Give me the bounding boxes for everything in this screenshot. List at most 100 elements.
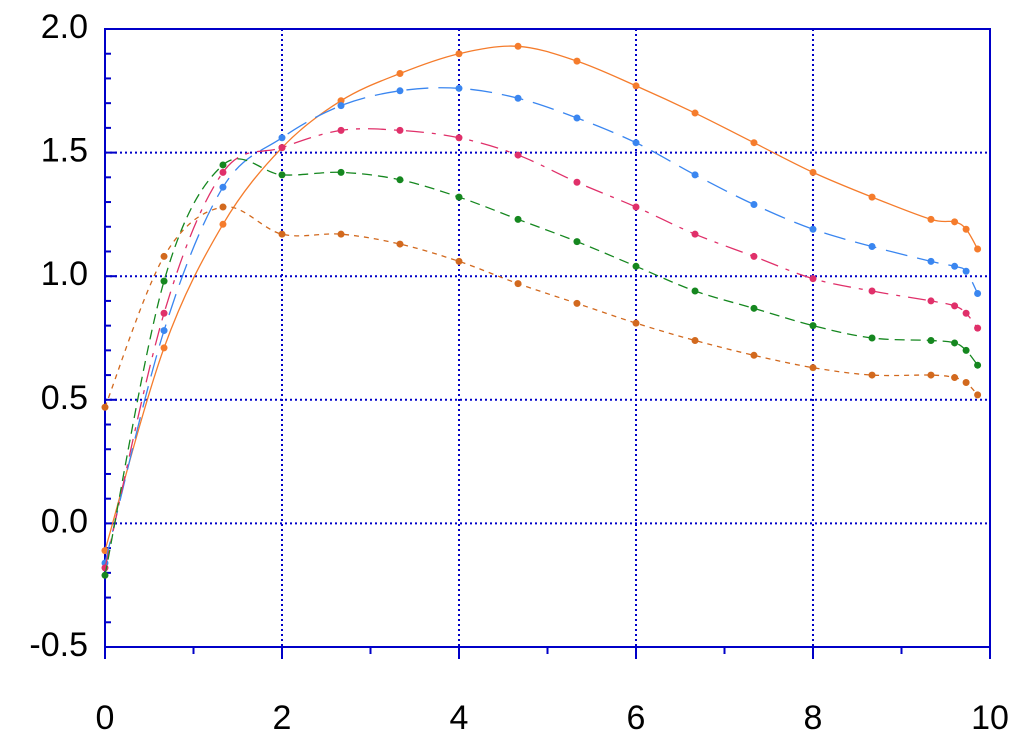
y-tick-label: 2.0 <box>41 8 88 46</box>
data-point <box>951 218 959 226</box>
data-point <box>514 215 522 223</box>
data-point <box>160 252 168 260</box>
data-point <box>951 374 959 382</box>
data-point <box>573 57 581 65</box>
data-point <box>219 203 227 211</box>
data-point <box>927 215 935 223</box>
data-point <box>396 69 404 77</box>
data-point <box>160 277 168 285</box>
data-point <box>951 339 959 347</box>
data-point <box>396 240 404 248</box>
y-tick-label: 1.0 <box>41 255 88 293</box>
data-point <box>927 371 935 379</box>
x-tick-label: 2 <box>273 699 292 737</box>
data-point <box>868 334 876 342</box>
data-point <box>632 319 640 327</box>
data-point <box>337 230 345 238</box>
data-point <box>219 168 227 176</box>
data-point <box>219 183 227 191</box>
data-point <box>573 238 581 246</box>
y-tick-label: -0.5 <box>29 626 88 664</box>
data-point <box>455 84 463 92</box>
data-point <box>573 114 581 122</box>
data-point <box>101 564 109 572</box>
x-tick-label: 8 <box>804 699 823 737</box>
data-point <box>455 257 463 265</box>
data-point <box>160 327 168 335</box>
data-point <box>278 171 286 179</box>
data-point <box>160 344 168 352</box>
data-point <box>691 109 699 117</box>
data-point <box>514 94 522 102</box>
data-point <box>278 230 286 238</box>
data-point <box>691 287 699 295</box>
data-point <box>868 371 876 379</box>
data-point <box>691 336 699 344</box>
data-point <box>514 151 522 159</box>
data-point <box>962 225 970 233</box>
data-point <box>809 168 817 176</box>
data-point <box>750 351 758 359</box>
y-tick-label: 1.5 <box>41 132 88 170</box>
data-point <box>750 252 758 260</box>
data-point <box>337 97 345 105</box>
data-point <box>396 126 404 134</box>
data-point <box>868 193 876 201</box>
data-point <box>101 403 109 411</box>
x-tick-label: 0 <box>96 699 115 737</box>
data-point <box>514 280 522 288</box>
data-point <box>219 220 227 228</box>
x-tick-label: 10 <box>971 699 1009 737</box>
series-line <box>104 45 979 551</box>
data-point <box>974 324 982 332</box>
data-point <box>278 144 286 152</box>
data-point <box>962 309 970 317</box>
data-point <box>809 364 817 372</box>
data-point <box>868 243 876 251</box>
plot-frame <box>104 28 991 648</box>
series-line <box>104 158 979 576</box>
data-point <box>455 193 463 201</box>
data-point <box>514 42 522 50</box>
data-point <box>750 201 758 209</box>
data-point <box>951 302 959 310</box>
series-line <box>104 206 979 408</box>
data-point <box>974 361 982 369</box>
data-point <box>974 290 982 298</box>
data-point <box>809 225 817 233</box>
data-point <box>809 322 817 330</box>
data-point <box>927 297 935 305</box>
data-point <box>951 262 959 270</box>
series-line <box>104 128 979 569</box>
data-point <box>101 571 109 579</box>
data-point <box>160 309 168 317</box>
data-point <box>962 267 970 275</box>
data-point <box>101 547 109 555</box>
data-point <box>750 139 758 147</box>
data-point <box>632 262 640 270</box>
data-point <box>337 168 345 176</box>
data-point <box>219 161 227 169</box>
x-tick-label: 4 <box>450 699 469 737</box>
data-point <box>278 134 286 142</box>
data-point <box>632 139 640 147</box>
data-point <box>962 378 970 386</box>
data-point <box>868 287 876 295</box>
y-tick-label: 0.5 <box>41 379 88 417</box>
data-point <box>974 245 982 253</box>
data-point <box>396 176 404 184</box>
data-point <box>691 171 699 179</box>
data-point <box>927 257 935 265</box>
data-point <box>750 304 758 312</box>
data-point <box>337 102 345 110</box>
data-point <box>455 50 463 58</box>
data-point <box>809 275 817 283</box>
data-point <box>396 87 404 95</box>
data-point <box>691 230 699 238</box>
data-point <box>974 391 982 399</box>
data-point <box>632 203 640 211</box>
data-point <box>455 134 463 142</box>
data-point <box>962 346 970 354</box>
y-tick-label: 0.0 <box>41 502 88 540</box>
data-point <box>573 299 581 307</box>
